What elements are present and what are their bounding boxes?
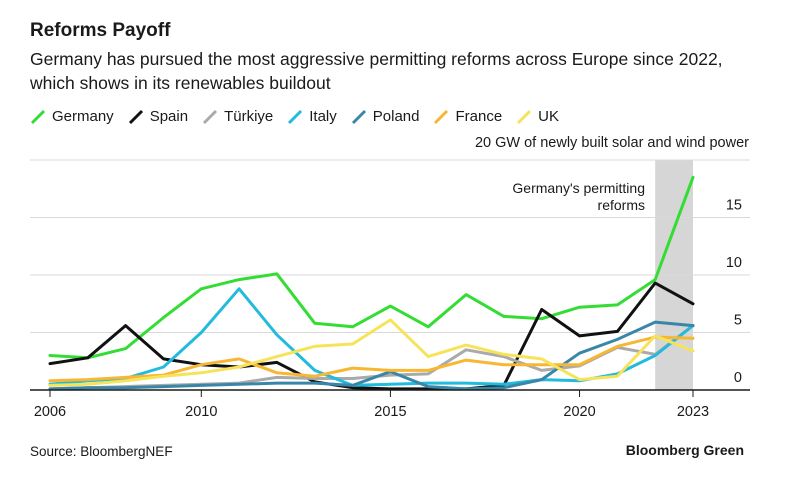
- legend-label: Spain: [149, 108, 189, 125]
- legend-swatch: [128, 109, 143, 124]
- legend-item: UK: [516, 108, 559, 125]
- legend-item: Spain: [128, 108, 188, 125]
- legend-label: Germany: [52, 108, 114, 125]
- legend-swatch: [288, 109, 303, 124]
- series-line-uk: [48, 318, 695, 387]
- y-tick-label: 15: [726, 198, 742, 214]
- x-tick-label: 2023: [677, 404, 709, 420]
- legend-swatch: [351, 109, 366, 124]
- legend-swatch: [203, 109, 218, 124]
- legend-item: Germany: [30, 108, 114, 125]
- legend-label: France: [455, 108, 503, 125]
- source-note: Source: BloombergNEF: [30, 444, 173, 459]
- legend-label: UK: [538, 108, 560, 125]
- legend-swatch: [30, 109, 46, 124]
- x-tick-label: 2006: [34, 404, 66, 420]
- y-tick-label: 5: [734, 313, 742, 329]
- legend: Germany Spain Türkiye Italy Poland France UK: [30, 108, 559, 125]
- y-axis-unit-label: 20 GW of newly built solar and wind powe…: [474, 135, 749, 151]
- x-tick-label: 2010: [185, 404, 217, 420]
- legend-label: Türkiye: [224, 108, 274, 125]
- series-line-spain: [48, 281, 695, 391]
- x-tick-label: 2020: [563, 404, 595, 420]
- legend-item: Poland: [351, 108, 420, 125]
- series-line-germany: [48, 175, 695, 360]
- chart-title: Reforms Payoff: [30, 20, 171, 41]
- y-tick-label: 0: [734, 370, 742, 386]
- legend-swatch: [434, 109, 449, 124]
- legend-item: Italy: [287, 108, 337, 125]
- legend-item: France: [433, 108, 502, 125]
- reform-annotation: Germany's permitting reforms: [512, 180, 645, 213]
- brand-logo: Bloomberg Green: [625, 442, 744, 458]
- series-line-poland: [48, 320, 695, 391]
- y-tick-label: 10: [726, 255, 742, 271]
- legend-item: Türkiye: [202, 108, 273, 125]
- x-tick-label: 2015: [374, 404, 406, 420]
- legend-label: Italy: [309, 108, 337, 125]
- series-line-italy: [48, 287, 695, 387]
- chart-subtitle: Germany has pursued the most aggressive …: [30, 49, 723, 93]
- legend-label: Poland: [372, 108, 420, 125]
- legend-swatch: [517, 109, 532, 124]
